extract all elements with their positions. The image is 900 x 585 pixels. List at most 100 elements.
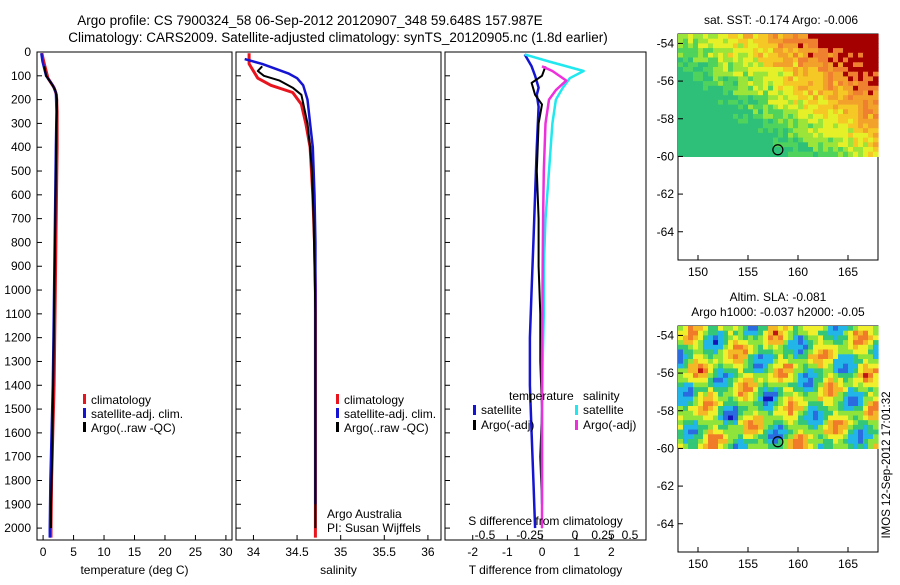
map-y-tick-label: -56 [657, 74, 675, 88]
legend-swatch [575, 420, 578, 430]
map-y-tick-label: -62 [657, 479, 675, 493]
y-tick-label: 900 [11, 259, 31, 273]
x-tick-label: 10 [97, 545, 111, 559]
y-tick-label: 500 [11, 164, 31, 178]
legend-swatch [83, 394, 86, 404]
y-tick-label: 1300 [4, 354, 31, 368]
legend-title: salinity [583, 389, 620, 403]
legend-label: satellite [583, 403, 624, 417]
map-y-tick-label: -56 [657, 366, 675, 380]
argo-position-marker [772, 144, 784, 156]
legend-label: satellite [481, 403, 522, 417]
y-tick-label: 400 [11, 140, 31, 154]
map-y-tick-label: -54 [657, 328, 675, 342]
map-x-tick-label: 155 [738, 557, 758, 571]
figure-title-line1: Argo profile: CS 7900324_58 06-Sep-2012 … [77, 13, 542, 28]
map-x-tick-label: 165 [838, 265, 858, 279]
legend-swatch [336, 422, 339, 432]
legend-swatch [336, 408, 339, 418]
legend-title: temperature [509, 389, 574, 403]
legend-label: Argo(-adj) [481, 418, 534, 432]
legend-swatch [473, 420, 476, 430]
sla-map-subtitle: Argo h1000: -0.037 h2000: -0.05 [691, 305, 865, 319]
side-timestamp: IMOS 12-Sep-2012 17:01:32 [881, 391, 893, 538]
map-y-tick-label: -54 [657, 36, 675, 50]
y-tick-label: 0 [24, 45, 31, 59]
y-tick-label: 700 [11, 212, 31, 226]
map-x-tick-label: 150 [688, 265, 708, 279]
map-x-tick-label: 160 [788, 557, 808, 571]
legend-swatch [336, 394, 339, 404]
y-tick-label: 2000 [4, 521, 31, 535]
x-tick-label: 5 [70, 545, 77, 559]
y-tick-label: 1500 [4, 402, 31, 416]
top-axis-tick-label: -0.5 [475, 528, 496, 542]
map-y-tick-label: -58 [657, 404, 675, 418]
plot-frame-salinity [235, 51, 442, 541]
y-tick-label: 100 [11, 69, 31, 83]
legend-label: Argo(-adj) [583, 418, 636, 432]
x-tick-label: 35.5 [373, 545, 397, 559]
legend-swatch [83, 408, 86, 418]
x-tick-label: 34.5 [285, 545, 309, 559]
y-tick-label: 1100 [5, 307, 31, 321]
y-tick-label: 1800 [4, 473, 31, 487]
legend-label: satellite-adj. clim. [91, 407, 183, 421]
annotation-line1: Argo Australia [327, 507, 402, 521]
x-tick-label: 15 [128, 545, 142, 559]
sst-heatmap [678, 34, 879, 157]
y-tick-label: 1400 [4, 378, 31, 392]
legend-label: satellite-adj. clim. [344, 407, 436, 421]
y-tick-label: 200 [11, 93, 31, 107]
y-tick-label: 1900 [4, 497, 31, 511]
x-tick-label: -1 [502, 545, 513, 559]
sst-map-title: sat. SST: -0.174 Argo: -0.006 [704, 13, 858, 27]
argo-position-marker [772, 436, 784, 448]
plot-frame-temperature [36, 51, 233, 541]
series-line-argo [256, 65, 317, 529]
x-tick-label: 36 [421, 545, 435, 559]
map-y-tick-label: -64 [657, 517, 675, 531]
top-axis-tick-label: 0.25 [591, 528, 615, 542]
y-tick-label: 1600 [4, 426, 31, 440]
y-tick-label: 1000 [4, 283, 31, 297]
x-tick-label: 0 [539, 545, 546, 559]
x-axis-label: temperature (deg C) [80, 563, 188, 577]
x-tick-label: 1 [573, 545, 580, 559]
top-axis-tick-label: -0.25 [516, 528, 544, 542]
x-tick-label: 30 [219, 545, 233, 559]
y-tick-label: 1700 [4, 450, 31, 464]
legend-label: climatology [344, 393, 404, 407]
x-tick-label: 35 [334, 545, 348, 559]
legend-swatch [83, 422, 86, 432]
legend-label: Argo(..raw -QC) [344, 421, 429, 435]
map-y-tick-label: -60 [657, 441, 675, 455]
legend-swatch [575, 405, 578, 415]
map-y-tick-label: -58 [657, 112, 675, 126]
y-tick-label: 800 [11, 235, 31, 249]
legend-label: climatology [91, 393, 151, 407]
top-axis-label: S difference from climatology [468, 514, 623, 528]
annotation-line2: PI: Susan Wijffels [327, 521, 421, 535]
series-line-argo [43, 66, 59, 529]
top-axis-tick-label: 0.5 [622, 528, 639, 542]
sla-map-title: Altim. SLA: -0.081 [730, 290, 827, 304]
x-tick-label: -2 [467, 545, 478, 559]
series-line-sal_argo [540, 65, 568, 529]
x-axis-label: salinity [320, 563, 357, 577]
map-x-tick-label: 150 [688, 557, 708, 571]
map-y-tick-label: -64 [657, 225, 675, 239]
figure-title-line2: Climatology: CARS2009. Satellite-adjuste… [68, 30, 608, 45]
map-y-tick-label: -62 [657, 187, 675, 201]
sla-heatmap [678, 326, 879, 449]
map-x-tick-label: 165 [838, 557, 858, 571]
map-x-tick-label: 155 [738, 265, 758, 279]
x-tick-label: 2 [608, 545, 615, 559]
x-tick-label: 0 [40, 545, 47, 559]
y-tick-label: 300 [11, 116, 31, 130]
x-axis-label: T difference from climatology [469, 563, 623, 577]
map-x-tick-label: 160 [788, 265, 808, 279]
top-axis-tick-label: 0 [572, 528, 579, 542]
